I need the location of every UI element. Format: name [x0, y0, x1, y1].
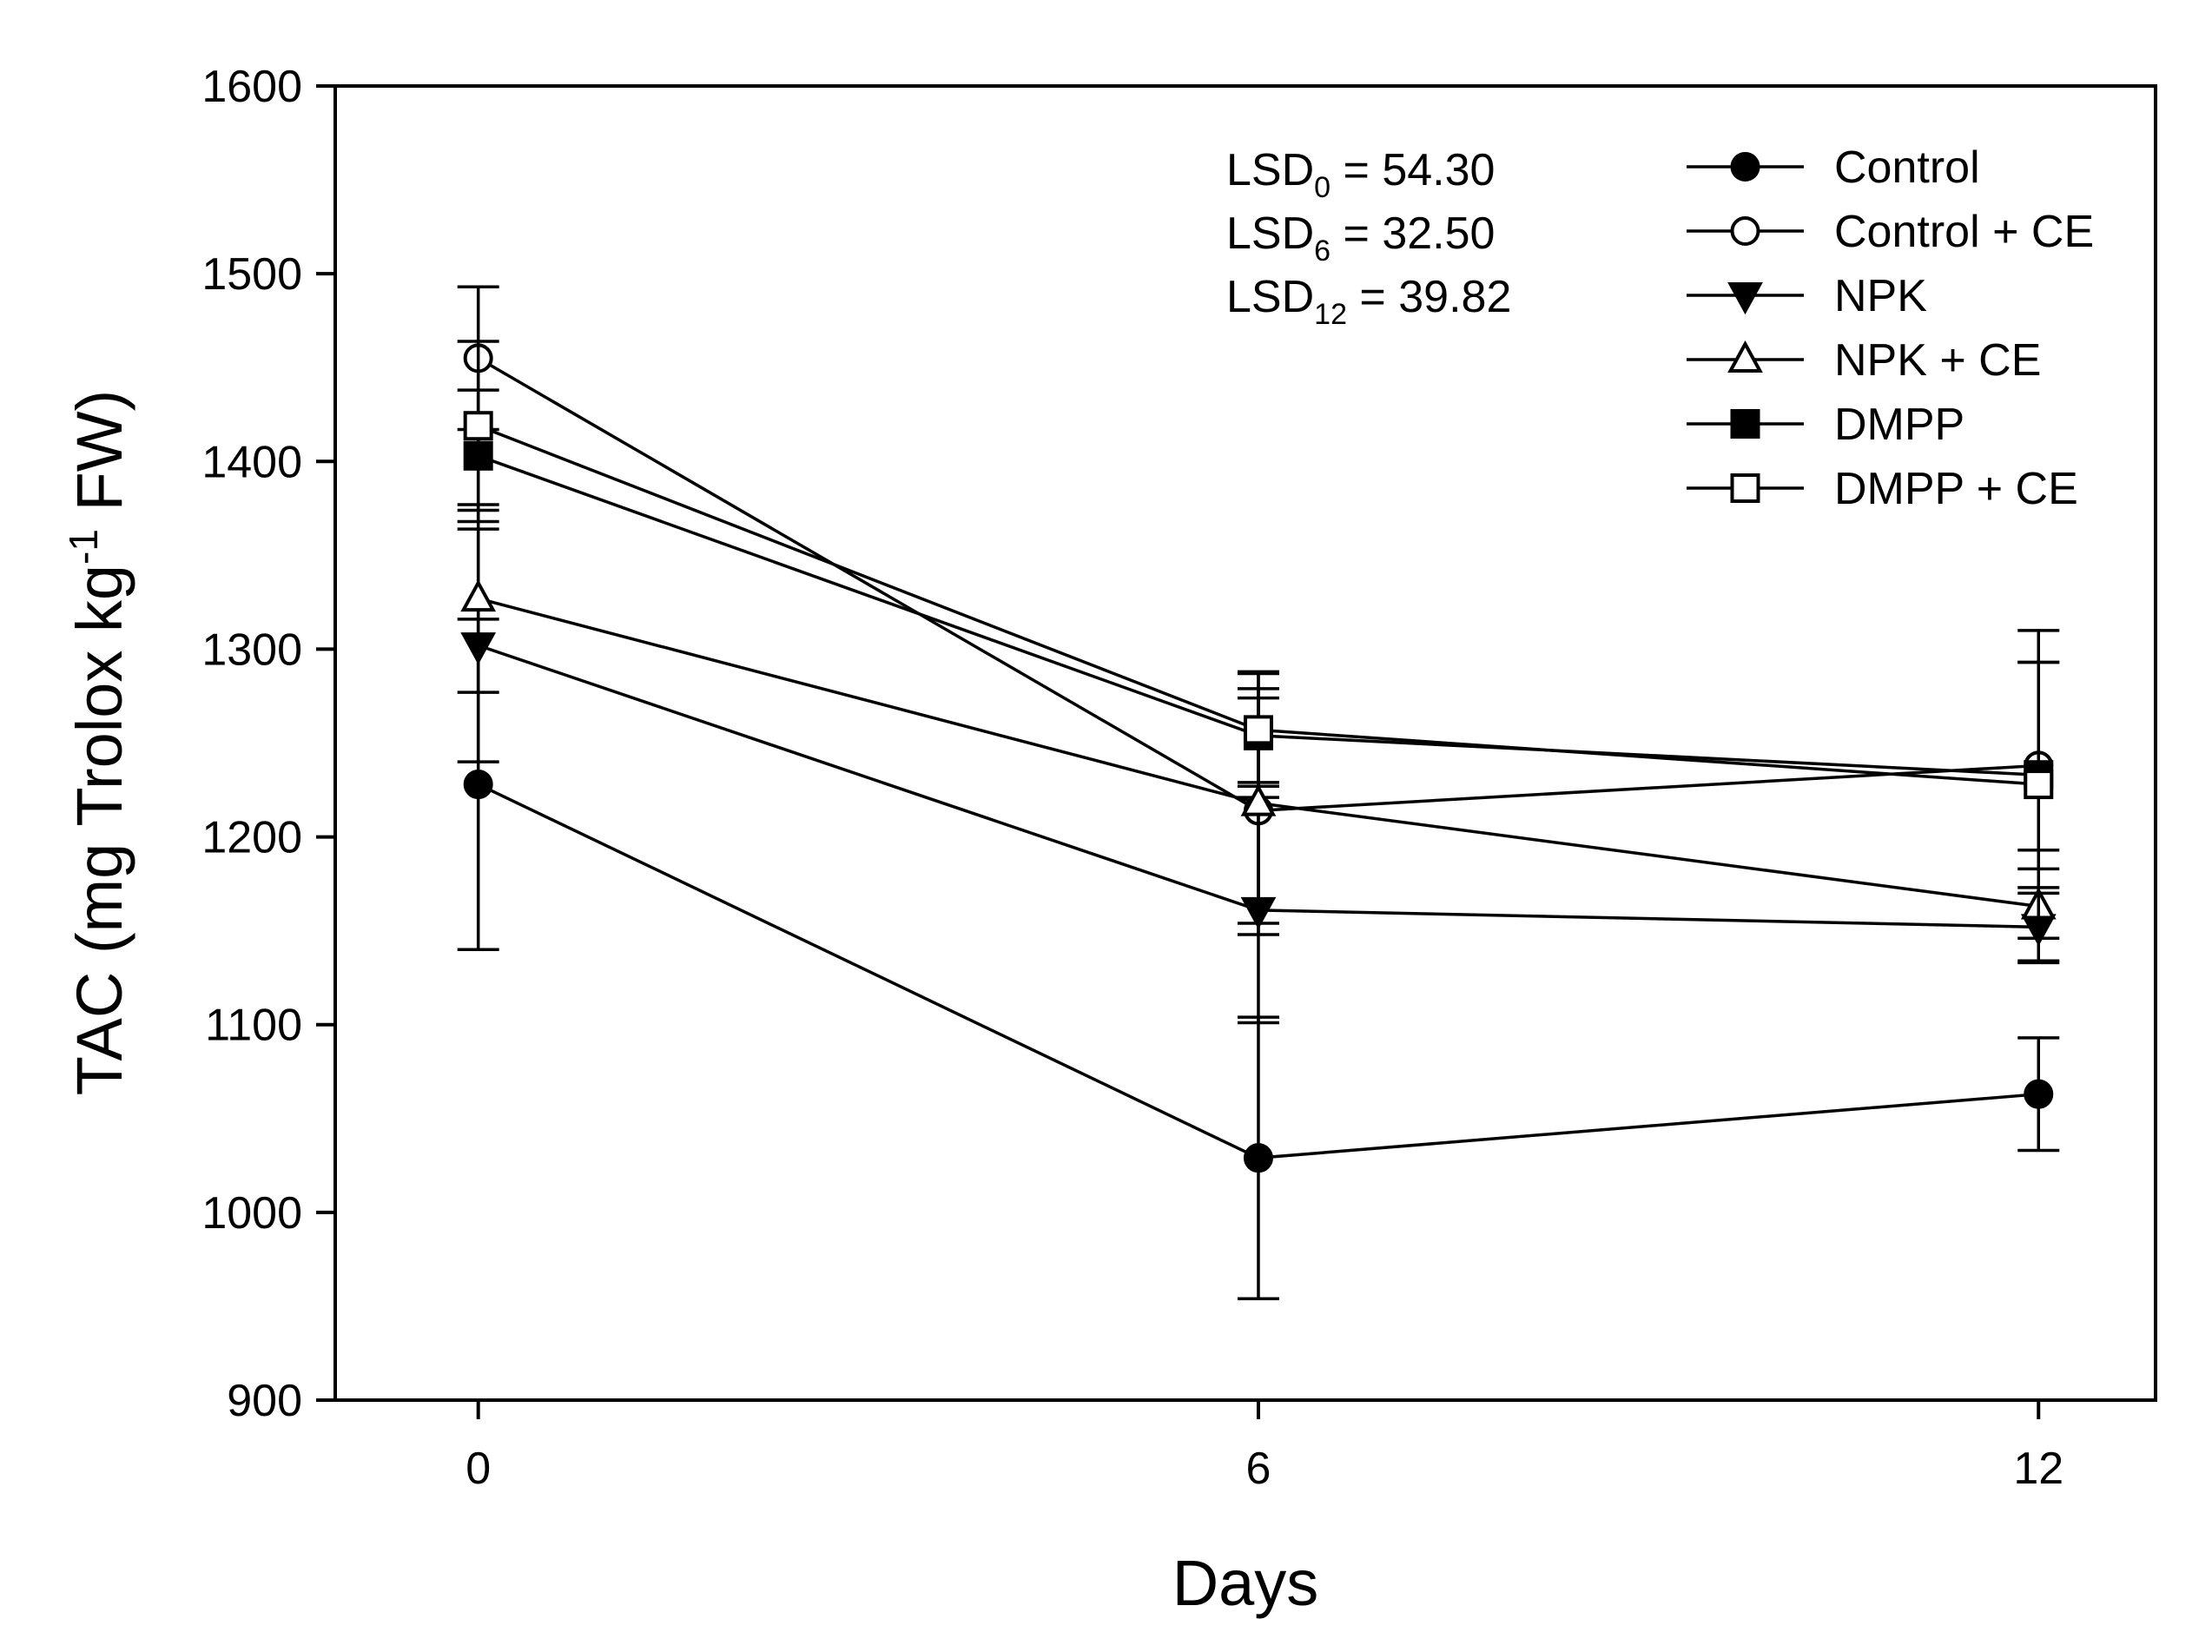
lsd-annotation-0-value: = 54.30 [1331, 145, 1495, 195]
x-tick-label-0: 0 [466, 1444, 491, 1494]
data-point-control-2 [2024, 1079, 2054, 1109]
data-point-control-0 [463, 770, 493, 800]
legend-item-npk-plus-ce: NPK + CE [1687, 335, 2041, 386]
y-axis-title-main: TAC (mg Trolox kg [63, 565, 135, 1095]
data-point-npk-plus-ce-0 [460, 578, 497, 612]
series-layer [457, 285, 2060, 1301]
legend-label-npk-plus-ce: NPK + CE [1834, 335, 2041, 386]
legend-item-dmpp-plus-ce: DMPP + CE [1687, 464, 2078, 514]
x-tick-label-12: 12 [2013, 1444, 2063, 1494]
lsd-annotation-0-prefix: LSD [1226, 145, 1314, 195]
legend-item-npk: NPK [1687, 271, 1927, 321]
legend-item-dmpp: DMPP [1687, 400, 1964, 450]
legend: Control Control + CE NPK NPK + CE DMPP DMPP +… [1687, 142, 2094, 514]
legend-label-control: Control [1834, 142, 1980, 193]
legend-item-control: Control [1687, 142, 1980, 193]
y-axis-title: TAC (mg Trolox kg-1 FW) [61, 390, 135, 1095]
plot-area-frame [333, 84, 2157, 1402]
x-axis: 0 6 12 [466, 1400, 2063, 1494]
lsd-annotation-1: LSD6 = 32.50 [1226, 208, 1495, 268]
x-axis-title: Days [1172, 1547, 1319, 1619]
lsd-annotation-2-prefix: LSD [1226, 272, 1314, 322]
legend-label-dmpp-plus-ce: DMPP + CE [1834, 464, 2078, 514]
y-tick-label-1400: 1400 [201, 437, 302, 487]
legend-marker-control [1730, 152, 1760, 182]
data-point-dmpp-plus-ce-1 [1243, 715, 1273, 745]
y-tick-label-1100: 1100 [205, 1001, 302, 1051]
data-point-dmpp-plus-ce-0 [463, 411, 493, 441]
y-axis-title-tail: FW) [63, 390, 135, 529]
legend-marker-dmpp [1730, 409, 1760, 439]
y-axis-title-sup: -1 [61, 529, 106, 565]
legend-marker-npk [1727, 282, 1763, 315]
lsd-annotation-2: LSD12 = 39.82 [1226, 272, 1511, 331]
series-dmpp-plus-ce [457, 340, 2060, 941]
lsd-annotations: LSD0 = 54.30 LSD6 = 32.50 LSD12 = 39.82 [1226, 145, 1511, 331]
legend-marker-dmpp-plus-ce [1730, 473, 1760, 503]
legend-label-npk: NPK [1834, 271, 1927, 321]
legend-label-dmpp: DMPP [1834, 400, 1964, 450]
y-axis: 900 1000 1100 1200 1300 1400 1500 1600 [201, 62, 335, 1426]
data-point-npk-plus-ce-1 [1240, 783, 1277, 816]
lsd-annotation-2-value: = 39.82 [1347, 272, 1511, 322]
lsd-annotation-0: LSD0 = 54.30 [1226, 145, 1495, 204]
y-tick-label-1000: 1000 [201, 1188, 302, 1239]
y-tick-label-1500: 1500 [201, 249, 302, 300]
y-tick-label-1200: 1200 [201, 813, 302, 863]
legend-label-control-plus-ce: Control + CE [1834, 207, 2094, 257]
legend-marker-npk-plus-ce [1727, 340, 1763, 373]
y-tick-label-1300: 1300 [201, 624, 302, 675]
y-tick-label-1600: 1600 [201, 62, 302, 112]
data-point-dmpp-plus-ce-2 [2024, 770, 2054, 800]
lsd-annotation-1-prefix: LSD [1226, 208, 1314, 259]
legend-item-control-plus-ce: Control + CE [1687, 207, 2094, 257]
x-tick-label-6: 6 [1246, 1444, 1271, 1494]
data-point-control-1 [1243, 1143, 1273, 1173]
lsd-annotation-1-sub: 6 [1314, 235, 1331, 268]
y-tick-label-900: 900 [227, 1376, 302, 1426]
lsd-annotation-2-sub: 12 [1314, 298, 1347, 331]
legend-marker-control-plus-ce [1730, 216, 1760, 246]
lsd-annotation-0-sub: 0 [1314, 171, 1331, 204]
lsd-annotation-1-value: = 32.50 [1331, 208, 1495, 259]
